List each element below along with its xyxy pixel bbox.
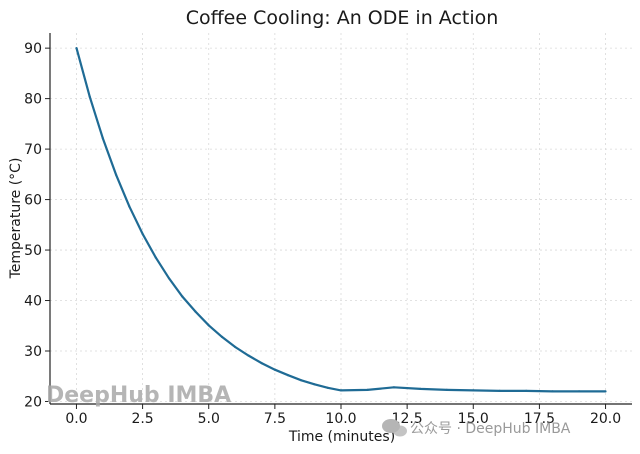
data-point [366,388,369,391]
data-point [194,310,197,313]
data-point [604,390,607,393]
chart-title: Coffee Cooling: An ODE in Action [186,7,499,29]
x-tick-label: 0.0 [65,411,87,427]
data-point [154,256,157,259]
watermark-caption: 公众号 · DeepHub IMBA [410,421,571,437]
data-point [167,277,171,280]
y-tick-label: 40 [24,294,42,310]
y-tick-label: 20 [24,394,42,410]
data-point [313,383,316,386]
data-point [101,137,104,140]
data-point [525,389,528,392]
x-tick-label: 7.5 [264,411,286,427]
data-point [260,362,263,365]
data-point [419,387,422,390]
data-point [75,47,78,50]
data-point [181,295,184,298]
data-point [220,335,224,338]
data-point [234,345,237,349]
data-point [339,389,343,392]
y-tick-label: 30 [24,344,42,360]
data-point [141,232,144,235]
grid [50,33,632,404]
data-point [207,324,210,327]
data-point [273,368,276,371]
data-point [247,354,250,357]
data-point [578,390,581,393]
data-point [287,374,290,377]
y-tick-label: 80 [24,92,42,108]
data-point [445,388,448,391]
x-tick-label: 5.0 [198,411,220,427]
y-tick-label: 60 [24,193,42,209]
data-point [300,379,303,382]
data-point [128,205,131,208]
tick-marks [45,47,607,409]
x-axis-label: Time (minutes) [288,429,395,445]
y-tick-label: 70 [24,142,42,158]
x-tick-label: 2.5 [131,411,153,427]
data-point [88,95,91,98]
data-point [551,390,554,393]
data-point [326,386,329,389]
series-layer [75,47,607,393]
y-tick-label: 50 [24,243,42,259]
data-point [498,389,501,392]
data-point [392,386,395,389]
x-tick-label: 20.0 [590,411,621,427]
data-point [472,389,475,392]
wechat-icon [382,419,407,437]
y-tick-label: 90 [24,41,42,57]
tick-labels: 0.0 2.5 5.0 7.5 10.0 12.5 15.0 17.5 20.0 20 30 40 50… [24,41,621,427]
x-tick-label: 15.0 [458,411,489,427]
x-tick-label: 10.0 [325,411,356,427]
data-point [115,173,118,176]
watermark-brand: DeepHub IMBA [46,383,231,408]
y-axis-label: Temperature (°C) [8,158,24,280]
x-tick-label: 17.5 [524,411,555,427]
x-tick-label: 12.5 [392,411,423,427]
